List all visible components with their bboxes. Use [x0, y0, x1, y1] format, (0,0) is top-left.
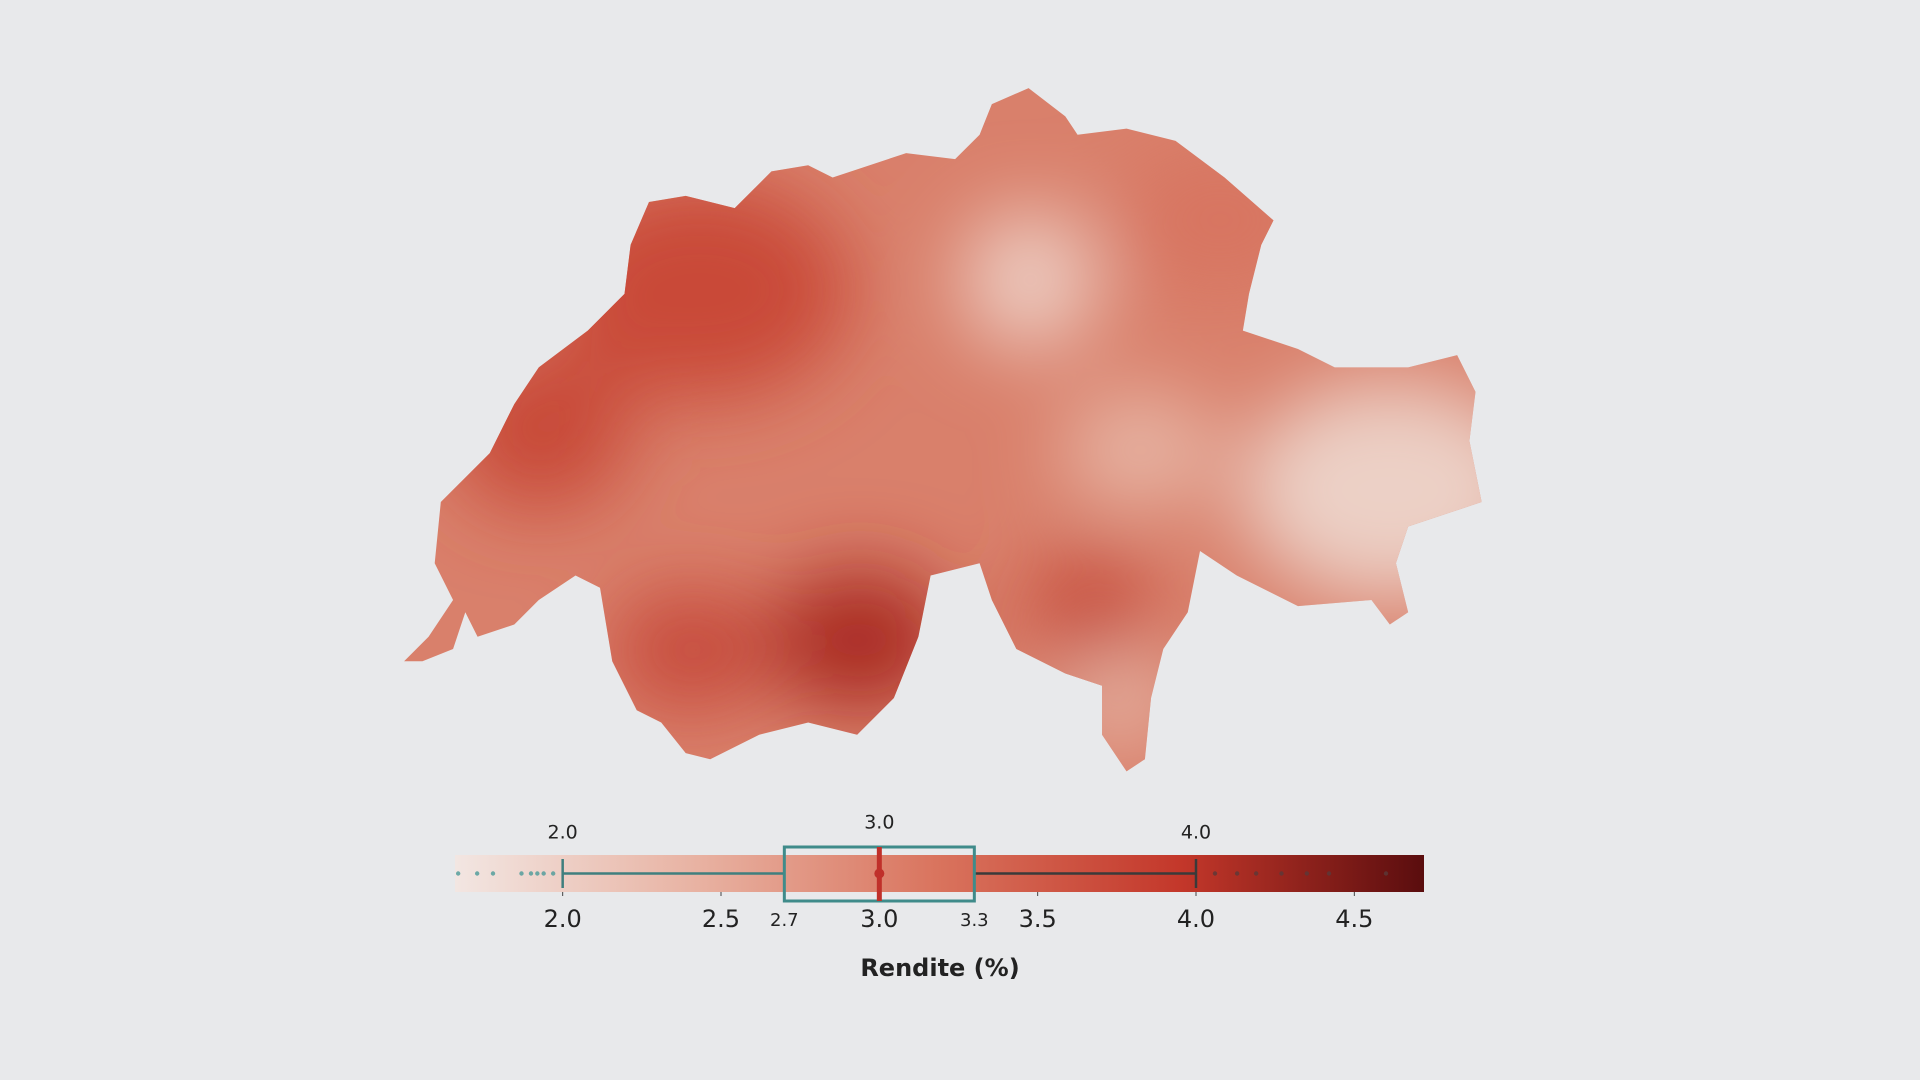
legend-label: Rendite (%) — [860, 954, 1019, 982]
outlier — [1383, 871, 1389, 876]
tick-label: 2.0 — [544, 905, 582, 933]
whisker-low-label: 2.0 — [548, 822, 578, 844]
outlier — [1279, 871, 1284, 876]
tick-label: 2.5 — [702, 905, 740, 933]
tick-label: 4.0 — [1177, 905, 1215, 933]
outlier — [1253, 871, 1259, 876]
tick-label: 3.0 — [860, 905, 898, 933]
median-label: 3.0 — [864, 812, 894, 834]
median-dot — [874, 868, 885, 879]
outlier — [474, 871, 480, 876]
q1-label: 2.7 — [770, 910, 799, 931]
q3-label: 3.3 — [960, 910, 989, 931]
outlier — [1212, 871, 1218, 876]
outlier — [455, 871, 461, 876]
outlier — [541, 871, 546, 876]
whisker-high-label: 4.0 — [1181, 822, 1211, 844]
switzerland-map — [404, 88, 1482, 772]
outlier — [528, 871, 534, 876]
legend: Rendite (%) 2.0 2.5 3.0 3.5 4.0 4.5 2.0 3.0 4.0 2… — [455, 812, 1424, 982]
outlier — [490, 871, 496, 876]
outlier — [535, 871, 540, 876]
tick-label: 4.5 — [1335, 905, 1373, 933]
outlier — [519, 871, 524, 876]
map-base — [404, 88, 1482, 772]
tick-label: 3.5 — [1019, 905, 1057, 933]
outlier — [1234, 871, 1240, 876]
outlier — [1326, 871, 1332, 876]
outlier — [550, 871, 556, 876]
outlier — [1304, 871, 1310, 876]
